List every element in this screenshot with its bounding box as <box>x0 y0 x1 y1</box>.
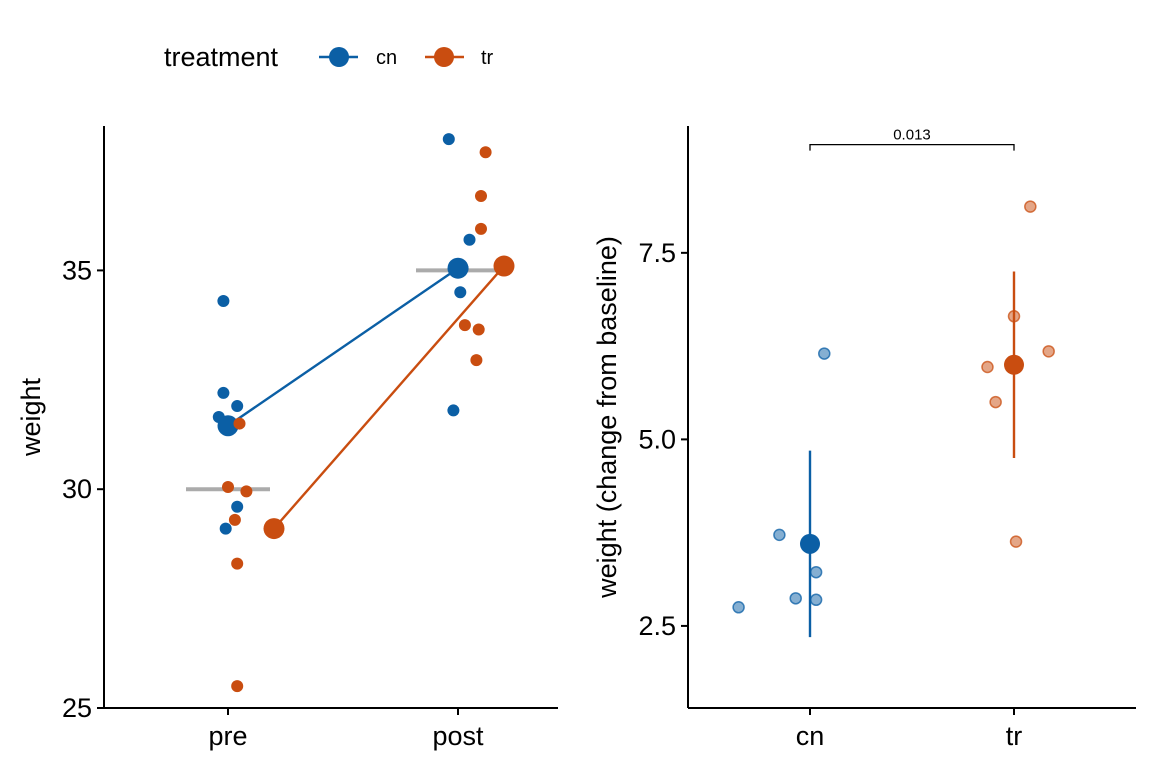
point-cn <box>809 565 823 579</box>
point-tr <box>475 190 487 203</box>
point-tr <box>989 395 1002 409</box>
y-axis-title: weight (change from baseline) <box>592 236 622 599</box>
x-tick-label: tr <box>1006 721 1023 751</box>
x-tick-label: pre <box>208 721 247 751</box>
x-tick-label: post <box>432 721 484 751</box>
point-tr <box>1042 345 1055 358</box>
point-tr <box>479 146 492 159</box>
point-cn <box>818 347 831 360</box>
mean-line-cn <box>227 267 459 427</box>
point-cn <box>447 404 460 417</box>
legend-title: treatment <box>164 42 279 72</box>
point-cn <box>217 386 230 399</box>
y-tick-label: 30 <box>62 474 92 504</box>
significance-bracket <box>809 144 1015 151</box>
point-cn <box>231 500 244 513</box>
point-cn <box>773 528 786 542</box>
mean-point-cn <box>800 533 820 554</box>
panel-weight-change: weight (change from baseline) 2.5 5.0 7.5 c… <box>592 126 1136 751</box>
legend-item-tr: tr <box>425 47 494 69</box>
legend-marker-cn <box>329 47 349 67</box>
point-tr <box>981 360 994 374</box>
y-tick-label: 5.0 <box>638 424 676 454</box>
mean-point-cn <box>217 415 239 437</box>
mean-point-tr <box>1004 354 1024 375</box>
panel-weight-pre-post: weight 25 30 35 pre post <box>16 126 558 751</box>
point-cn <box>231 400 244 413</box>
legend-label-tr: tr <box>481 47 494 69</box>
y-tick-label: 25 <box>62 693 92 723</box>
point-tr <box>231 557 244 570</box>
point-cn <box>809 593 823 607</box>
legend: treatment cn tr <box>164 42 494 72</box>
point-cn <box>789 592 802 605</box>
y-axis-title: weight <box>16 377 46 457</box>
point-tr <box>1024 200 1037 213</box>
point-tr <box>233 417 246 430</box>
significance-label: 0.013 <box>893 127 931 144</box>
point-tr <box>470 354 483 367</box>
y-tick-label: 2.5 <box>638 611 676 641</box>
point-cn <box>217 295 230 308</box>
point-cn <box>732 601 745 614</box>
point-cn <box>454 286 467 299</box>
mean-line-tr <box>273 265 505 530</box>
point-cn <box>463 233 476 246</box>
legend-label-cn: cn <box>376 47 397 69</box>
point-tr <box>222 481 234 494</box>
mean-point-tr <box>263 518 285 540</box>
legend-marker-tr <box>434 47 454 67</box>
point-cn <box>442 133 455 146</box>
point-tr <box>472 323 485 336</box>
legend-item-cn: cn <box>319 47 397 69</box>
point-tr <box>475 222 487 235</box>
y-tick-label: 35 <box>62 255 92 285</box>
point-tr <box>1009 535 1023 548</box>
x-tick-label: cn <box>796 721 825 751</box>
mean-point-tr <box>493 255 515 277</box>
point-tr <box>228 513 241 526</box>
point-tr <box>458 319 471 332</box>
mean-point-cn <box>447 257 469 279</box>
point-tr <box>231 680 244 693</box>
y-tick-label: 7.5 <box>638 238 676 268</box>
point-tr <box>240 485 253 498</box>
point-cn <box>219 522 232 535</box>
